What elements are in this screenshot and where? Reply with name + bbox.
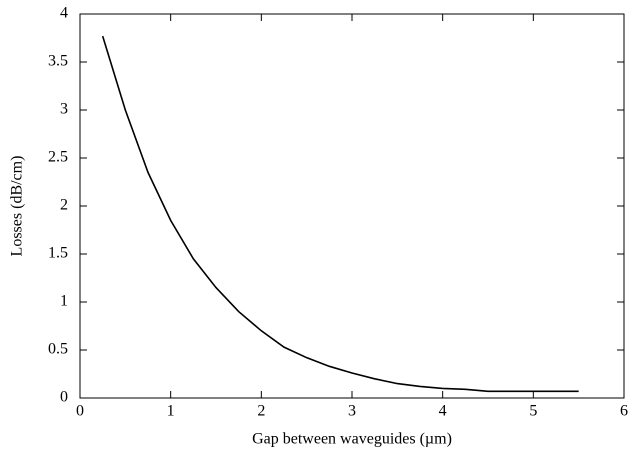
x-tick-label: 4 xyxy=(439,403,447,420)
y-tick-label: 2 xyxy=(60,197,68,214)
y-tick-label: 3.5 xyxy=(48,53,68,70)
x-axis-label: Gap between waveguides (µm) xyxy=(252,431,452,448)
plot-frame xyxy=(79,13,625,399)
y-tick-label: 0.5 xyxy=(48,341,68,358)
y-tick-label: 1.5 xyxy=(48,245,68,262)
x-tick-label: 6 xyxy=(620,403,628,420)
x-tick-label: 3 xyxy=(348,403,356,420)
x-tick-label: 0 xyxy=(76,403,84,420)
x-tick-label: 1 xyxy=(167,403,175,420)
y-axis-label: Losses (dB/cm) xyxy=(9,156,26,257)
y-tick-label: 2.5 xyxy=(48,149,68,166)
y-tick-label: 1 xyxy=(60,293,68,310)
x-tick-label: 2 xyxy=(257,403,265,420)
y-tick-label: 3 xyxy=(60,101,68,118)
data-line xyxy=(101,35,579,393)
y-tick-label: 4 xyxy=(60,5,68,22)
y-tick-label: 0 xyxy=(60,389,68,406)
x-tick-label: 5 xyxy=(529,403,537,420)
